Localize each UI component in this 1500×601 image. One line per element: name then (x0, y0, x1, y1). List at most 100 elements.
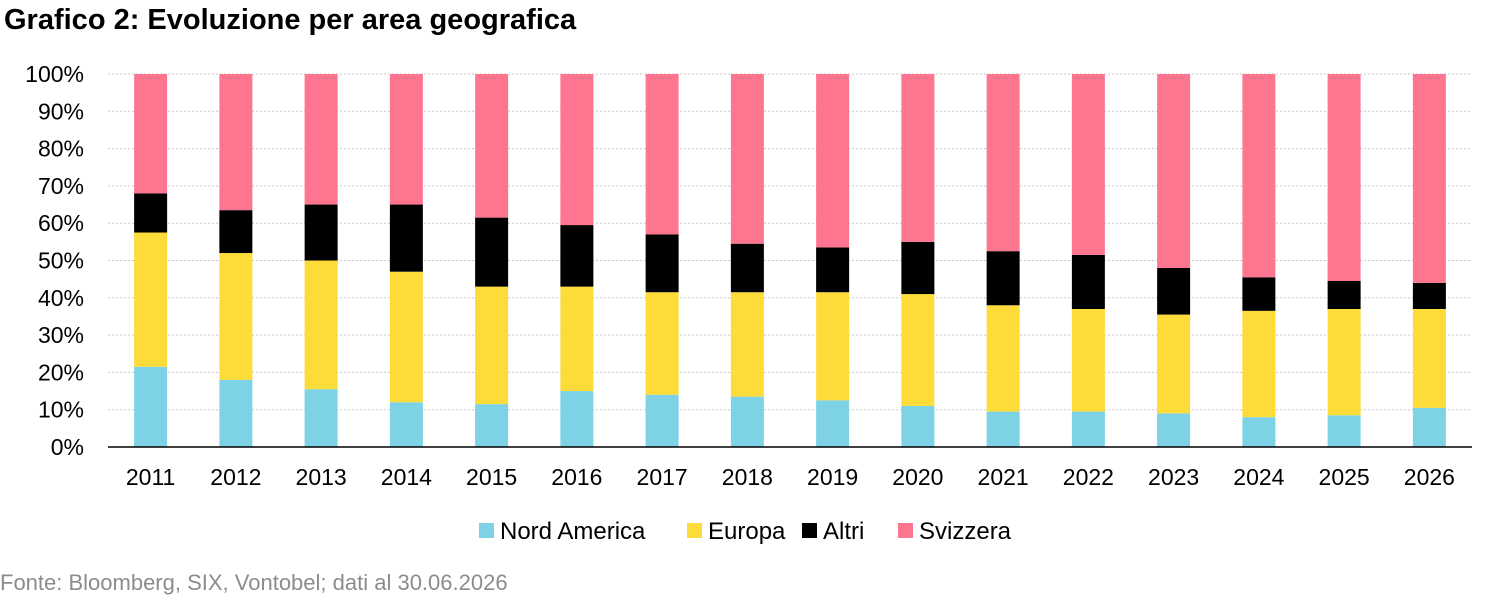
bar-segment-nord-america (645, 394, 679, 447)
bar-segment-svizzera (730, 74, 764, 244)
y-axis: 0% 10% 20% 30% 40% 50% 60% 70% 80% 90% 100% (25, 61, 84, 460)
bar-segment-europa (1412, 308, 1446, 408)
bar-segment-nord-america (1242, 417, 1276, 447)
y-tick-label: 10% (38, 397, 84, 423)
bar-segment-altri (645, 234, 679, 293)
bar-segment-svizzera (986, 74, 1020, 252)
bar-segment-altri (389, 204, 423, 272)
bar-segment-altri (901, 241, 935, 295)
x-tick-label: 2022 (1063, 464, 1114, 490)
bar-segment-europa (1327, 308, 1361, 416)
y-tick-label: 70% (38, 173, 84, 199)
bar-segment-altri (1242, 277, 1276, 311)
x-tick-label: 2024 (1233, 464, 1284, 490)
x-tick-label: 2018 (722, 464, 773, 490)
x-tick-label: 2019 (807, 464, 858, 490)
bar-segment-europa (219, 253, 253, 380)
bar-segment-svizzera (1327, 74, 1361, 282)
y-tick-label: 60% (38, 210, 84, 236)
bar-segment-europa (645, 292, 679, 395)
bar-segment-altri (304, 204, 338, 261)
bar-segment-europa (986, 305, 1020, 412)
x-tick-label: 2013 (296, 464, 347, 490)
bar-segment-svizzera (1242, 74, 1276, 278)
y-tick-label: 30% (38, 322, 84, 348)
bar-segment-nord-america (816, 400, 850, 447)
legend: Nord America Europa Altri Svizzera (479, 518, 1012, 545)
bar-segment-europa (134, 232, 168, 367)
y-tick-label: 80% (38, 136, 84, 162)
x-tick-label: 2023 (1148, 464, 1199, 490)
bar-segment-nord-america (475, 404, 509, 447)
x-tick-label: 2020 (892, 464, 943, 490)
bar-segment-nord-america (1157, 413, 1191, 447)
bar-segment-europa (1071, 308, 1105, 412)
bar-segment-svizzera (304, 74, 338, 205)
bar-segment-nord-america (560, 391, 594, 447)
y-tick-label: 20% (38, 359, 84, 385)
legend-label: Europa (708, 518, 786, 545)
bar-segment-svizzera (389, 74, 423, 205)
bar-segment-nord-america (730, 396, 764, 447)
bar-segment-nord-america (1327, 415, 1361, 447)
legend-swatch (802, 523, 817, 538)
y-tick-label: 0% (51, 434, 84, 460)
legend-label: Altri (823, 518, 864, 545)
chart-title: Grafico 2: Evoluzione per area geografic… (4, 4, 577, 36)
bar-segment-europa (304, 260, 338, 390)
bar-segment-altri (475, 217, 509, 287)
x-tick-label: 2016 (551, 464, 602, 490)
bar-segment-europa (1242, 310, 1276, 418)
bar-segment-altri (1412, 282, 1446, 309)
bar-segment-altri (986, 251, 1020, 306)
x-tick-label: 2011 (126, 464, 175, 490)
bar-segment-altri (560, 225, 594, 287)
bar-segment-altri (816, 247, 850, 293)
stacked-bar-chart: 0% 10% 20% 30% 40% 50% 60% 70% 80% 90% 100% 2011 20… (25, 61, 1472, 545)
bar-segment-altri (1327, 281, 1361, 309)
legend-label: Nord America (500, 518, 646, 545)
y-tick-label: 90% (38, 98, 84, 124)
y-tick-label: 50% (38, 248, 84, 274)
y-tick-label: 40% (38, 285, 84, 311)
x-tick-label: 2026 (1404, 464, 1455, 490)
bar-segment-nord-america (1071, 411, 1105, 447)
x-tick-label: 2012 (210, 464, 261, 490)
bar-segment-svizzera (475, 74, 509, 218)
bar-segment-nord-america (986, 411, 1020, 447)
bar-segment-europa (901, 294, 935, 406)
bar-segment-europa (816, 292, 850, 401)
bar-segment-altri (1157, 267, 1191, 315)
bar-segment-svizzera (1157, 74, 1191, 268)
bar-segment-europa (1157, 314, 1191, 414)
bar-segment-europa (730, 292, 764, 397)
bar-segment-nord-america (219, 379, 253, 447)
x-tick-label: 2025 (1319, 464, 1370, 490)
bar-segment-nord-america (134, 366, 168, 447)
source-note: Fonte: Bloomberg, SIX, Vontobel; dati al… (0, 570, 508, 595)
bar-segment-europa (560, 286, 594, 392)
bar-segment-svizzera (1071, 74, 1105, 255)
bar-segment-altri (730, 243, 764, 293)
bar-segment-altri (1071, 254, 1105, 309)
legend-swatch (479, 523, 494, 538)
bar-segment-nord-america (1412, 407, 1446, 447)
x-axis: 2011 2012 2013 2014 2015 2016 2017 2018 2019 2020… (126, 464, 1455, 490)
x-tick-label: 2021 (978, 464, 1029, 490)
bar-segment-svizzera (1412, 74, 1446, 283)
legend-label: Svizzera (919, 518, 1012, 545)
bar-segment-altri (134, 193, 168, 233)
bar-segment-svizzera (219, 74, 253, 211)
bar-segment-svizzera (134, 74, 168, 194)
y-tick-label: 100% (25, 61, 84, 87)
x-tick-label: 2014 (381, 464, 432, 490)
bar-segment-svizzera (901, 74, 935, 242)
bar-segment-svizzera (560, 74, 594, 226)
legend-swatch (898, 523, 913, 538)
bar-segment-europa (389, 271, 423, 403)
bar-segment-nord-america (901, 405, 935, 447)
bar-segment-nord-america (389, 402, 423, 447)
bars (134, 74, 1446, 447)
x-tick-label: 2017 (637, 464, 688, 490)
bar-segment-svizzera (645, 74, 679, 235)
